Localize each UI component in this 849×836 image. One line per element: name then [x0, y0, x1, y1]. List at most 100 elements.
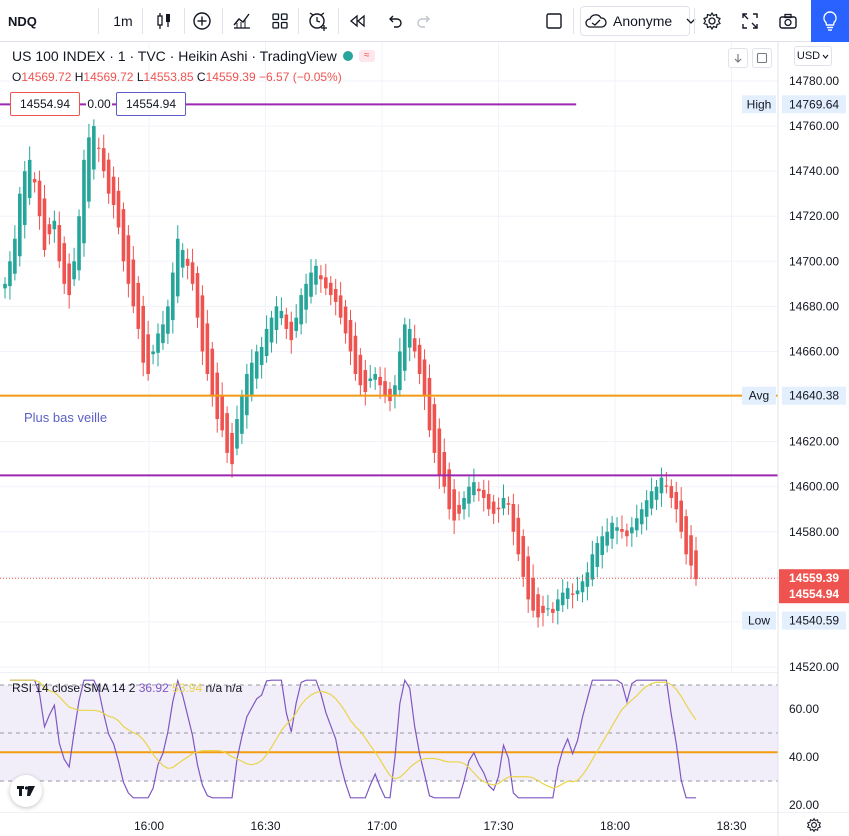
ohlc-low-label: L — [136, 70, 144, 84]
toolbar-divider — [98, 8, 99, 34]
candle-body — [175, 238, 180, 297]
rsi-na-2: n/a — [225, 681, 243, 695]
candle-body — [136, 282, 141, 329]
replay-icon[interactable] — [344, 0, 372, 42]
candles-icon[interactable] — [150, 0, 178, 42]
candle-body — [536, 594, 540, 618]
low-value: 14540.59 — [789, 614, 839, 628]
avg-value: 14640.38 — [789, 389, 839, 403]
candle-body — [447, 469, 452, 510]
candle-body — [32, 178, 37, 183]
candle-body — [491, 501, 496, 514]
chevron-down-icon — [686, 18, 696, 24]
rsi-pane[interactable]: 60.00 40.00 20.00 — [0, 672, 849, 812]
candle-body — [669, 486, 674, 498]
high-label: High — [747, 97, 772, 111]
candle-body — [664, 485, 669, 487]
currency-select[interactable]: USD — [794, 46, 832, 66]
time-tick-label: 16:30 — [250, 819, 280, 833]
candle-body — [506, 503, 511, 505]
currency-label: USD — [796, 50, 821, 62]
candle-body — [299, 295, 303, 325]
symbol-search-button[interactable]: NDQ — [8, 13, 37, 29]
position-price-tag[interactable]: 14554.94 — [10, 92, 80, 116]
candle-body — [585, 572, 590, 587]
candle-body — [314, 265, 318, 285]
gear-icon[interactable] — [698, 0, 726, 42]
ohlc-open: 14569.72 — [21, 70, 72, 84]
candle-body — [259, 346, 264, 366]
layout-icon[interactable] — [266, 0, 294, 42]
ohlc-change: −6.57 (−0.05%) — [259, 70, 342, 84]
camera-icon[interactable] — [774, 0, 802, 42]
low-label-bg — [742, 611, 776, 630]
price-tick-label: 14740.00 — [789, 164, 839, 178]
candle-body — [427, 377, 432, 431]
candle-body — [106, 159, 111, 194]
price-tick-label: 14620.00 — [789, 435, 839, 449]
candle-body — [52, 220, 57, 230]
candle-body — [684, 516, 688, 555]
price-grid — [0, 42, 778, 672]
tradingview-logo[interactable] — [10, 775, 42, 807]
rsi-legend[interactable]: RSI 14 close SMA 14 2 36.92 53.94 n/a n/… — [12, 681, 242, 695]
data-delay-badge[interactable]: ≈ — [358, 50, 375, 62]
rsi-tick-label: 40.00 — [789, 750, 819, 764]
price-tick-label: 14700.00 — [789, 254, 839, 268]
indicators-icon[interactable] — [228, 0, 256, 42]
low-value-bg — [782, 611, 846, 630]
candle-body — [126, 235, 131, 284]
avg-label: Avg — [749, 389, 769, 403]
ohlc-low: 14553.85 — [143, 70, 194, 84]
alert-clock-icon[interactable] — [304, 0, 332, 42]
candle-body — [151, 351, 155, 355]
redo-icon[interactable] — [410, 0, 438, 42]
price-chart[interactable]: 14520.0014540.0014560.0014580.0014600.00… — [0, 42, 849, 672]
account-cloud-button[interactable]: Anonyme — [580, 6, 696, 36]
candle-body — [333, 288, 338, 302]
rsi-line — [9, 678, 696, 799]
candle-body — [398, 351, 402, 391]
rsi-axis[interactable]: 60.00 40.00 20.00 — [777, 672, 849, 812]
maximize-pane-icon[interactable] — [752, 48, 772, 68]
candle-body — [264, 328, 269, 357]
undo-icon[interactable] — [381, 0, 409, 42]
candle-body — [393, 385, 397, 395]
candle-body — [541, 605, 545, 613]
candle-body — [605, 531, 609, 546]
fullscreen-icon[interactable] — [736, 0, 764, 42]
candle-body — [422, 359, 427, 397]
interval-button[interactable]: 1m — [113, 13, 133, 29]
avg-value-bg — [782, 386, 846, 405]
candle-body — [289, 321, 294, 341]
toolbar-divider — [338, 8, 339, 34]
lightbulb-icon[interactable] — [811, 0, 849, 42]
rsi-sma-line — [9, 679, 697, 789]
candle-body — [590, 554, 595, 580]
candle-body — [185, 258, 190, 266]
square-icon[interactable] — [540, 0, 568, 42]
position-pnl-tag: 0.00 — [86, 92, 112, 116]
price-axis[interactable]: 14520.0014540.0014560.0014580.0014600.00… — [742, 42, 849, 672]
time-tick-label: 18:30 — [716, 819, 746, 833]
position-target-tag[interactable]: 14554.94 — [116, 92, 186, 116]
price-axis-bg — [778, 42, 849, 672]
candle-body — [472, 482, 476, 496]
candle-body — [516, 517, 521, 555]
time-tick-label: 16:00 — [134, 819, 164, 833]
candle-body — [694, 550, 698, 580]
low-day-annotation[interactable]: Plus bas veille — [24, 410, 108, 425]
arrow-down-icon[interactable] — [728, 48, 748, 68]
candle-body — [481, 489, 486, 498]
candle-body — [353, 335, 358, 374]
candle-body — [630, 527, 634, 534]
candle-body — [644, 500, 649, 517]
toolbar-divider — [142, 8, 143, 34]
gear-icon[interactable] — [804, 815, 824, 835]
candle-body — [442, 451, 447, 487]
candle-body — [625, 530, 629, 537]
plus-circle-icon[interactable] — [188, 0, 216, 42]
chart-legend[interactable]: US 100 INDEX · 1 · TVC · Heikin Ashi · T… — [12, 48, 375, 64]
candle-body — [659, 477, 664, 494]
